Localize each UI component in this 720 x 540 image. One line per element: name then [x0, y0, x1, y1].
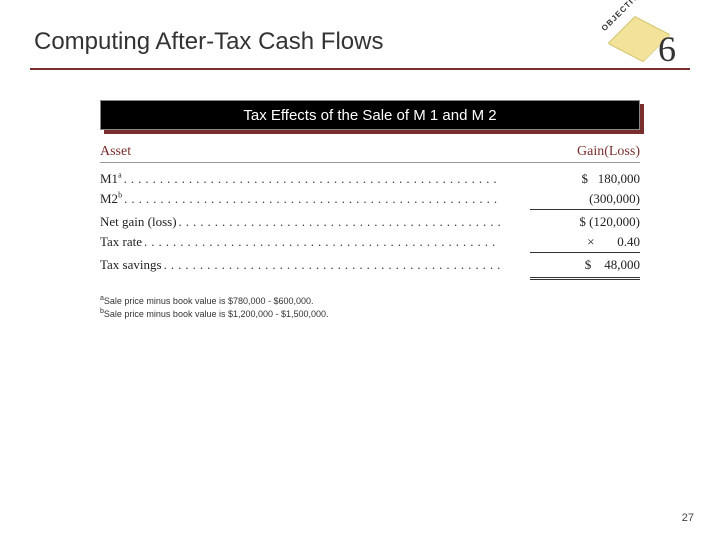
- row-value: × 0.40: [500, 232, 640, 252]
- row-value: (300,000): [500, 189, 640, 209]
- thin-rule: [530, 209, 640, 210]
- col-asset: Asset: [100, 144, 500, 160]
- row-label: Tax savings: [100, 255, 162, 275]
- table-row: M1a ....................................…: [100, 169, 640, 189]
- row-value: $ 48,000: [500, 255, 640, 275]
- table-header-row: Asset Gain(Loss): [100, 144, 640, 163]
- table-row: Tax savings ............................…: [100, 255, 640, 275]
- leader-dots: ........................................…: [142, 232, 500, 252]
- badge-number: 6: [658, 28, 676, 70]
- row-label: Net gain (loss): [100, 212, 177, 232]
- leader-dots: ........................................…: [177, 212, 500, 232]
- section-header-wrap: Tax Effects of the Sale of M 1 and M 2: [100, 100, 640, 130]
- footnote-a: aSale price minus book value is $780,000…: [100, 294, 640, 308]
- table-row: Tax rate ...............................…: [100, 232, 640, 252]
- page-title: Computing After-Tax Cash Flows: [30, 0, 690, 56]
- thin-rule: [530, 252, 640, 253]
- page-number: 27: [682, 512, 694, 524]
- table-row: M2b ....................................…: [100, 189, 640, 209]
- table-row: Net gain (loss) ........................…: [100, 212, 640, 232]
- leader-dots: ........................................…: [162, 255, 500, 275]
- leader-dots: ........................................…: [122, 169, 500, 189]
- row-label: Tax rate: [100, 232, 142, 252]
- objective-badge: OBJECTIVE 6: [610, 10, 680, 70]
- row-label: M2b: [100, 189, 122, 209]
- rule-row: [100, 275, 640, 280]
- leader-dots: ........................................…: [122, 189, 500, 209]
- slide-header: Computing After-Tax Cash Flows OBJECTIVE…: [30, 0, 690, 70]
- content-area: Tax Effects of the Sale of M 1 and M 2 A…: [0, 70, 720, 321]
- footnote-b: bSale price minus book value is $1,200,0…: [100, 307, 640, 321]
- tax-effects-table: Asset Gain(Loss) M1a ...................…: [100, 144, 640, 280]
- double-rule: [530, 277, 640, 280]
- col-gain-loss: Gain(Loss): [500, 144, 640, 160]
- row-value: $ 180,000: [500, 169, 640, 189]
- footnotes: aSale price minus book value is $780,000…: [100, 294, 640, 321]
- row-value: $ (120,000): [500, 212, 640, 232]
- section-header: Tax Effects of the Sale of M 1 and M 2: [100, 100, 640, 130]
- row-label: M1a: [100, 169, 122, 189]
